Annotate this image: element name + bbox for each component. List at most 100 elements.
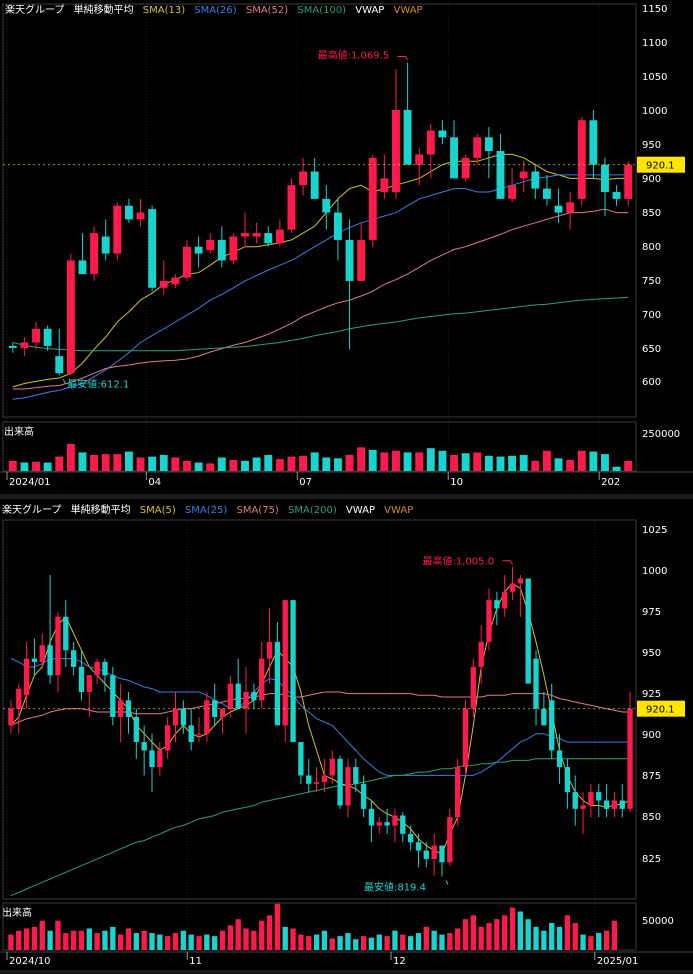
high-annotation: 最高値:1,005.0 bbox=[423, 555, 495, 568]
candle-body bbox=[564, 767, 571, 793]
y-tick-label: 750 bbox=[642, 276, 661, 287]
volume-bar bbox=[519, 454, 528, 471]
y-tick-label: 800 bbox=[642, 242, 661, 253]
last-price-label: 920.1 bbox=[646, 161, 675, 172]
candle-body bbox=[165, 725, 171, 751]
volume-bar bbox=[473, 452, 482, 471]
last-price-tag bbox=[637, 156, 685, 173]
volume-bar bbox=[235, 919, 241, 950]
volume-bar bbox=[596, 933, 602, 950]
volume-bar bbox=[43, 462, 52, 471]
volume-bar bbox=[259, 920, 265, 950]
volume-bar bbox=[494, 919, 500, 950]
candle-body bbox=[136, 212, 145, 220]
volume-bar bbox=[407, 936, 414, 950]
volume-bar bbox=[577, 450, 586, 471]
candle-body bbox=[16, 688, 22, 709]
candle-body bbox=[415, 842, 422, 851]
candle-body bbox=[423, 850, 429, 859]
volume-bar bbox=[589, 451, 598, 471]
volume-bar bbox=[86, 928, 92, 950]
candle-body bbox=[313, 782, 320, 784]
volume-bar bbox=[392, 930, 398, 950]
volume-bar bbox=[290, 928, 296, 950]
y-tick-label: 1100 bbox=[642, 38, 667, 49]
volume-bar bbox=[133, 933, 139, 950]
candle-body bbox=[124, 205, 133, 220]
sma-line-a bbox=[10, 582, 631, 855]
volume-bar bbox=[438, 450, 447, 471]
y-tick-label: 825 bbox=[642, 854, 661, 865]
yearly-volume-title: 出来高 bbox=[4, 425, 34, 438]
candle-body bbox=[39, 645, 45, 662]
candle-body bbox=[110, 675, 116, 718]
candle-body bbox=[596, 792, 602, 801]
volume-bar bbox=[462, 919, 469, 950]
volume-bar bbox=[572, 923, 578, 950]
candle-body bbox=[438, 130, 447, 138]
candle-body bbox=[70, 650, 77, 667]
volume-bar bbox=[188, 934, 194, 950]
volume-bar bbox=[23, 928, 30, 950]
y-tick-label: 1150 bbox=[642, 4, 667, 15]
volume-bar bbox=[20, 462, 29, 471]
candle-body bbox=[117, 700, 124, 718]
volume-bar bbox=[90, 454, 99, 471]
candle-body bbox=[333, 212, 342, 240]
candle-body bbox=[345, 767, 351, 806]
candle-body bbox=[298, 742, 304, 776]
sma-line-d bbox=[10, 758, 631, 897]
sma-line-d bbox=[12, 296, 629, 352]
volume-bar bbox=[533, 926, 539, 950]
volume-bar bbox=[282, 926, 288, 950]
candle-body bbox=[149, 750, 155, 768]
legend-sma-52: SMA(52) bbox=[246, 5, 288, 16]
candle-body bbox=[227, 683, 234, 709]
legend-name: 楽天グループ bbox=[2, 503, 61, 516]
volume-bar bbox=[380, 452, 389, 471]
volume-bar bbox=[345, 454, 354, 471]
candle-body bbox=[241, 233, 249, 237]
candle-body bbox=[321, 775, 328, 783]
volume-bar bbox=[439, 934, 445, 950]
price-pane-border bbox=[2, 3, 637, 418]
volume-bar bbox=[299, 455, 308, 471]
candle-body bbox=[496, 151, 505, 199]
candle-body bbox=[624, 164, 633, 199]
volume-bar bbox=[384, 936, 390, 950]
volume-bar bbox=[601, 454, 609, 471]
candle-body bbox=[439, 845, 445, 863]
volume-bar bbox=[66, 443, 75, 471]
volume-bar bbox=[502, 915, 508, 950]
volume-bar bbox=[345, 933, 351, 950]
candle-body bbox=[299, 171, 308, 186]
volume-bar bbox=[392, 450, 400, 471]
x-tick-label: 12 bbox=[393, 956, 406, 967]
volume-bar bbox=[264, 454, 273, 471]
volume-bar bbox=[149, 933, 155, 950]
volume-bar bbox=[415, 452, 424, 471]
candle-body bbox=[290, 600, 296, 743]
candle-body bbox=[380, 178, 389, 193]
volume-bar bbox=[117, 934, 124, 950]
volume-bar bbox=[368, 449, 377, 471]
candle-body bbox=[556, 750, 563, 768]
x-tick-label: 2024/01 bbox=[9, 477, 51, 488]
volume-bar bbox=[159, 454, 168, 471]
candle-body bbox=[204, 700, 210, 734]
y-tick-label: 900 bbox=[642, 174, 661, 185]
candle-body bbox=[400, 815, 406, 834]
candle-body bbox=[519, 171, 528, 179]
candle-body bbox=[188, 725, 194, 743]
volume-bar bbox=[612, 466, 621, 471]
volume-bar bbox=[333, 458, 342, 471]
volume-bar bbox=[227, 925, 234, 950]
candle-body bbox=[90, 233, 99, 275]
volume-bar bbox=[243, 928, 249, 950]
volume-bar bbox=[16, 930, 22, 950]
volume-pane-border bbox=[2, 421, 637, 472]
candle-body bbox=[554, 205, 563, 213]
volume-bar bbox=[400, 934, 406, 950]
candle-body bbox=[157, 750, 163, 768]
low-annotation: 最安値:612.1 bbox=[67, 377, 129, 390]
